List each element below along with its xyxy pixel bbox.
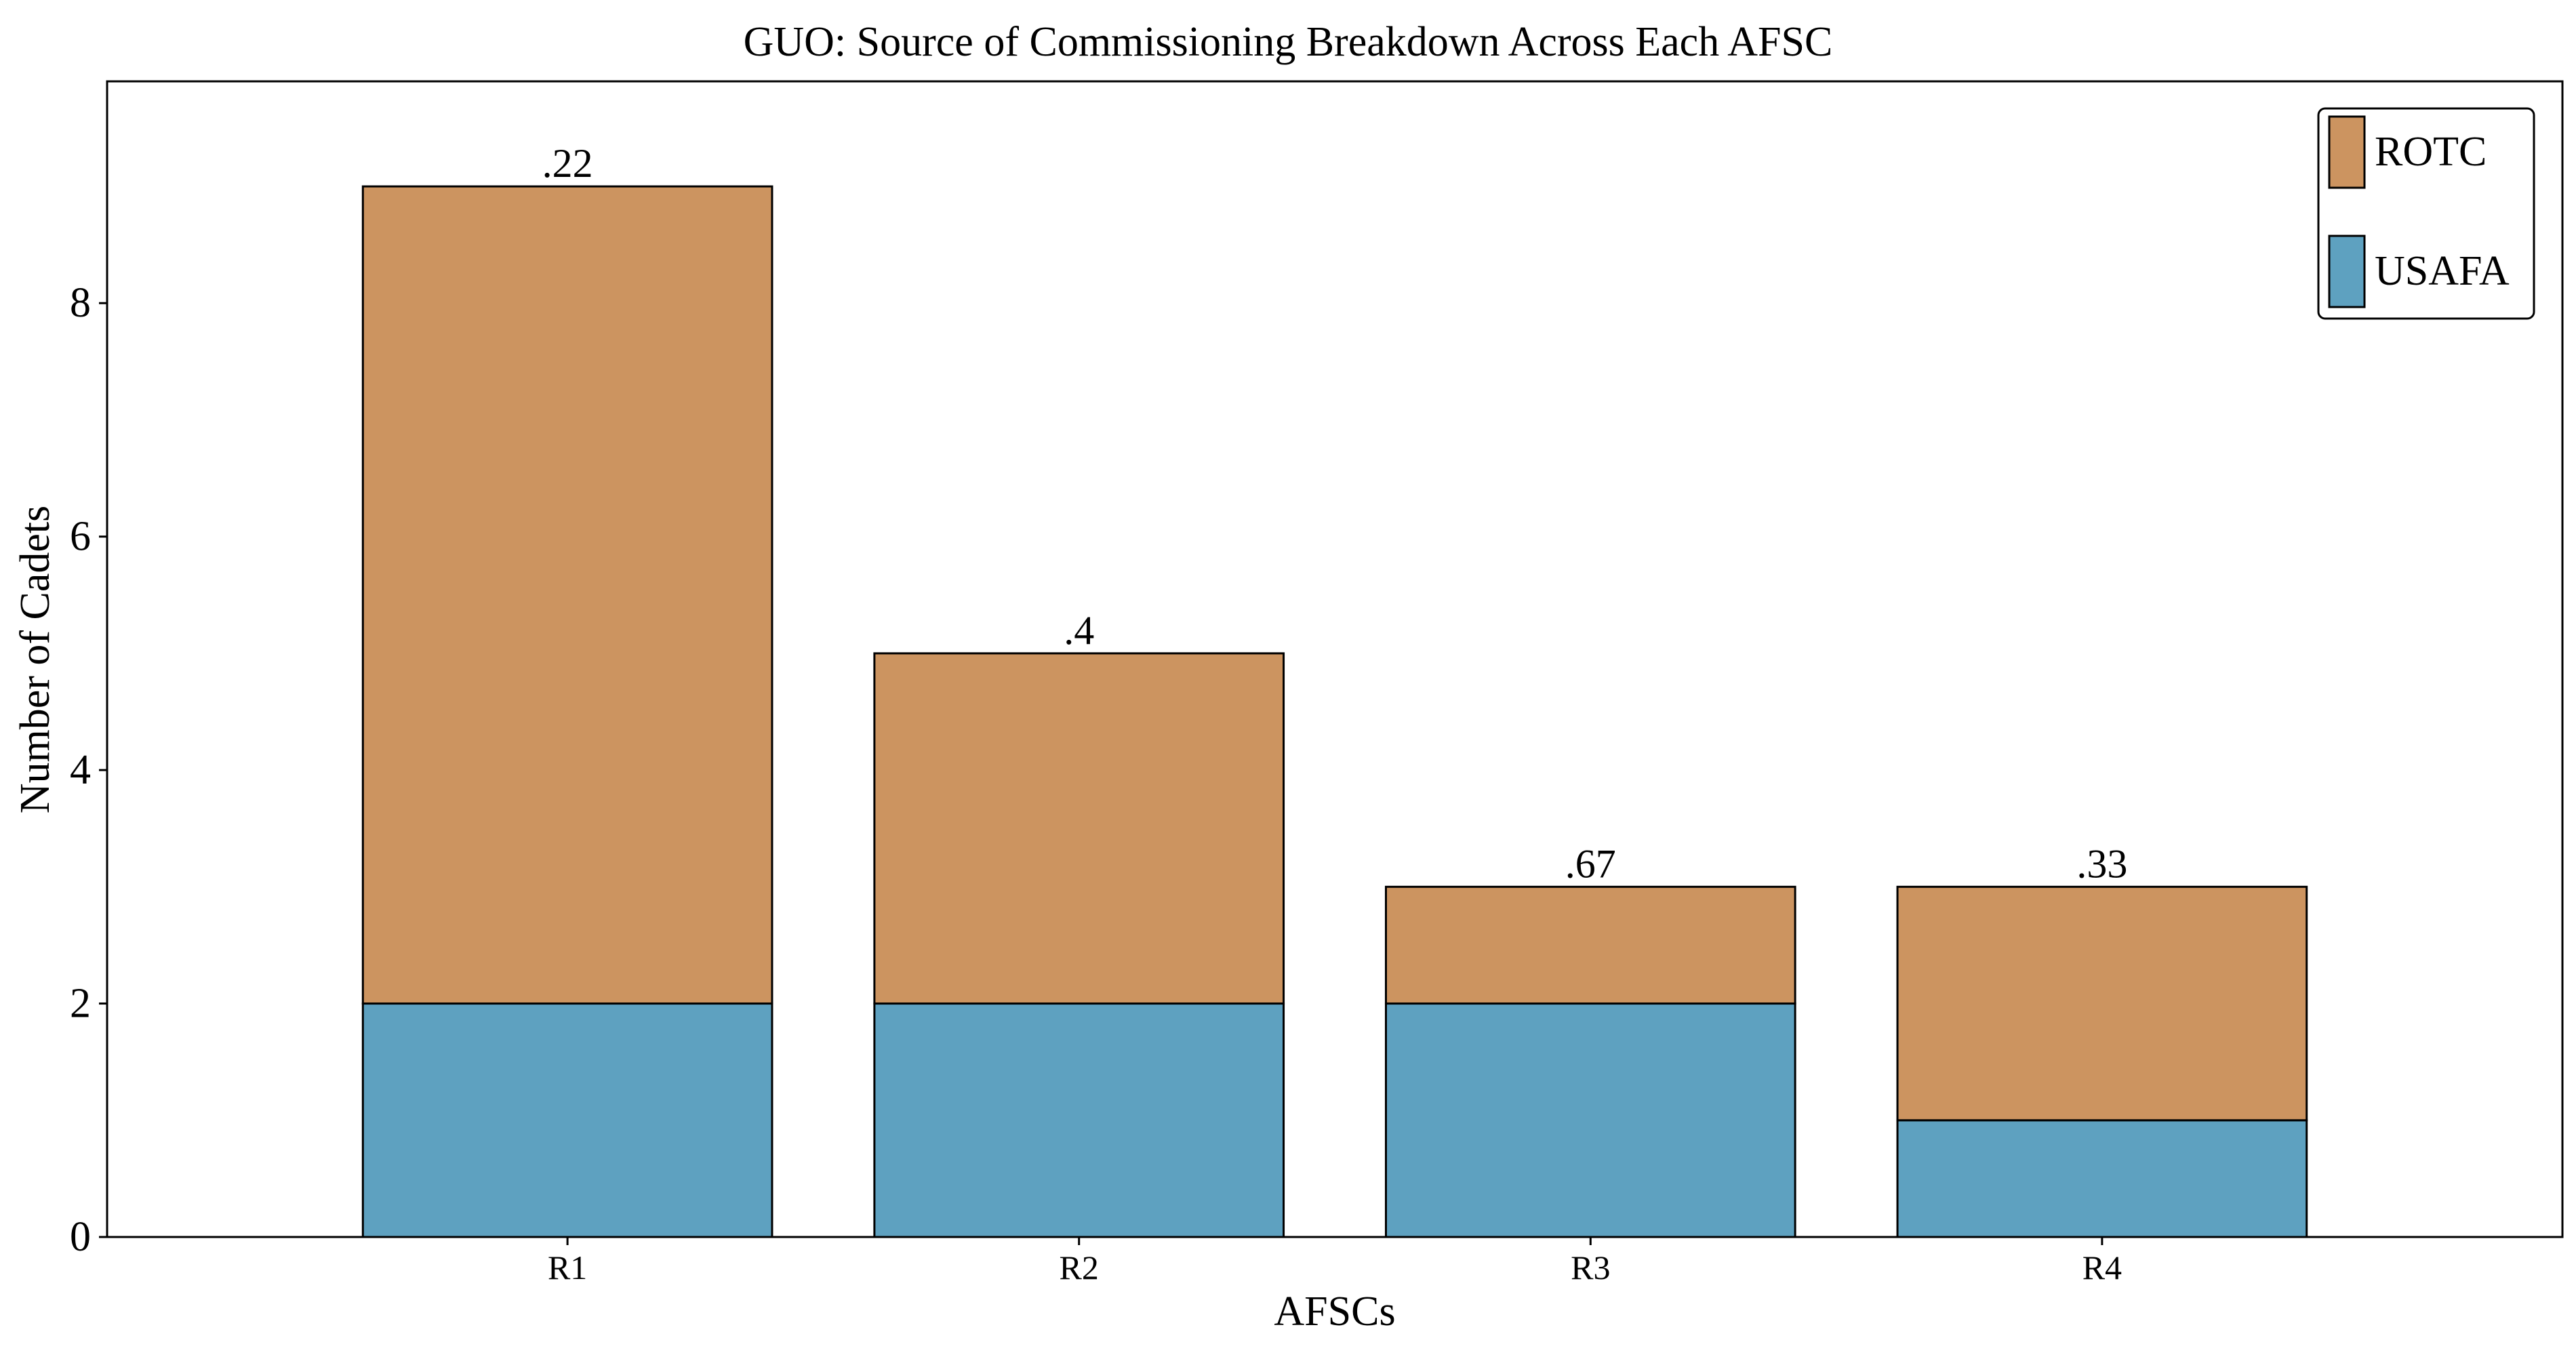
legend-items: ROTC USAFA (2328, 115, 2510, 308)
legend-label-rotc: ROTC (2375, 129, 2487, 175)
y-tick-label: 6 (70, 514, 91, 560)
bar-value-label: .67 (1565, 841, 1616, 886)
bar-value-label: .33 (2076, 841, 2127, 886)
x-tick-label-r3: R3 (1571, 1249, 1610, 1286)
legend-label-usafa: USAFA (2375, 248, 2510, 294)
bar-rotc-r3 (1384, 885, 1796, 1005)
plot-frame (106, 80, 2564, 1238)
bar-usafa-r3 (1384, 1002, 1796, 1238)
bar-value-label: .22 (542, 141, 593, 186)
x-tick-label-r4: R4 (2082, 1249, 2122, 1286)
y-tick-label: 4 (70, 747, 91, 793)
bar-rotc-r2 (873, 652, 1285, 1005)
legend-box (2317, 107, 2535, 320)
legend-swatch-rotc (2328, 115, 2366, 189)
legend: ROTC USAFA (2317, 107, 2535, 320)
x-tick-label-r2: R2 (1060, 1249, 1099, 1286)
y-axis-title: Number of Cadets (12, 506, 58, 814)
chart-title: GUO: Source of Commissioning Breakdown A… (744, 19, 1833, 65)
y-tick-label: 2 (70, 981, 91, 1027)
bar-rotc-r4 (1896, 885, 2308, 1122)
y-axis: 0 2 4 6 8 (70, 280, 107, 1260)
bar-usafa-r4 (1896, 1119, 2308, 1238)
bar-usafa-r2 (873, 1002, 1285, 1238)
bars-layer (361, 185, 2308, 1238)
bar-labels-layer: .22 .4 .67 .33 (542, 141, 2128, 886)
x-tick-label-r1: R1 (548, 1249, 587, 1286)
y-tick-label: 8 (70, 280, 91, 326)
bar-value-label: .4 (1064, 608, 1094, 653)
bar-usafa-r1 (361, 1002, 773, 1238)
legend-swatch-usafa (2328, 235, 2366, 308)
x-axis: R1 R2 R3 R4 (548, 1237, 2122, 1286)
y-tick-label: 0 (70, 1214, 91, 1260)
bar-rotc-r1 (361, 185, 773, 1005)
x-axis-title: AFSCs (1274, 1289, 1395, 1335)
